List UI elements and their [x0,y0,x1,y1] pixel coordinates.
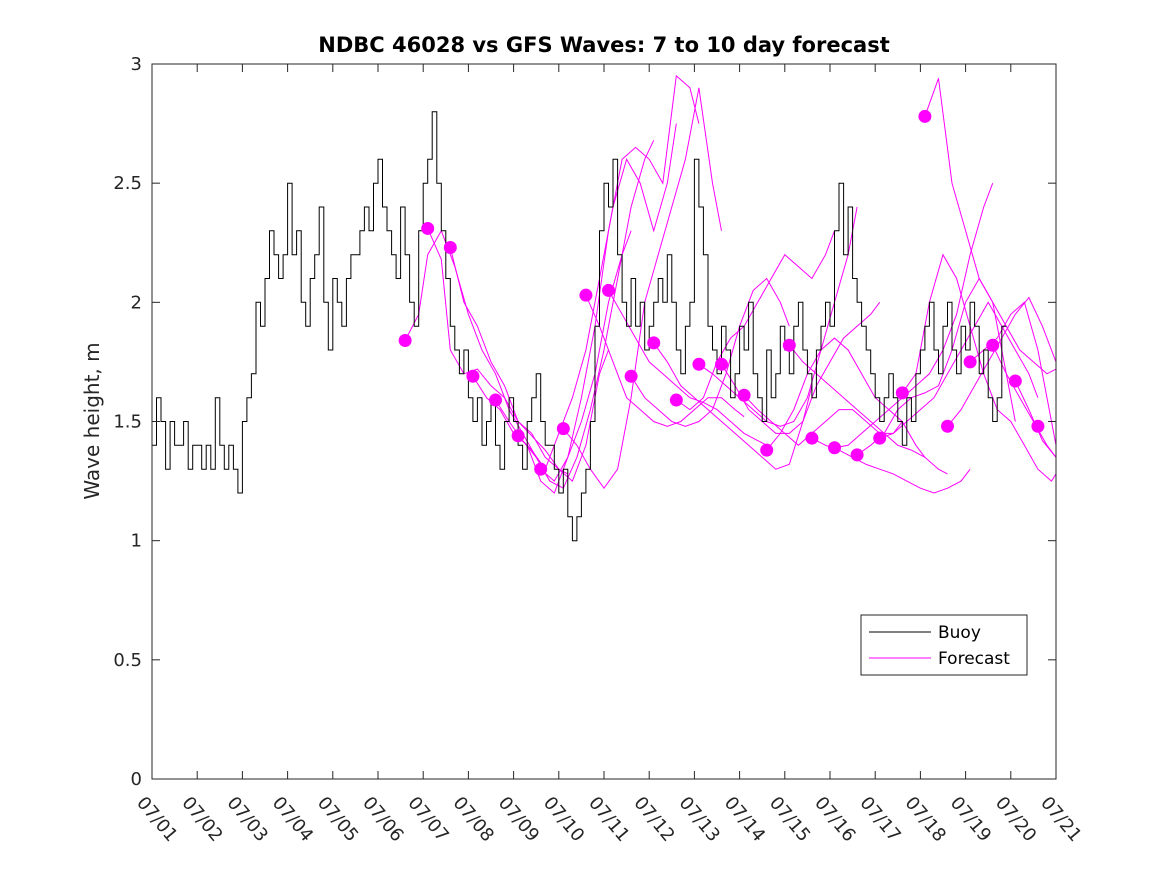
forecast-line [472,230,632,494]
forecast-marker [647,336,661,350]
forecast-line [630,277,790,427]
forecast-line [608,290,767,446]
forecast-marker [873,431,887,445]
forecast-marker [760,443,774,457]
forecast-marker [850,448,864,462]
y-tick-label: 1.5 [113,412,142,433]
y-tick-label: 3 [131,54,142,75]
forecast-marker [895,386,909,400]
forecast-line [924,78,1057,375]
forecast-marker [511,429,525,443]
forecast-marker [534,462,548,476]
forecast-marker [828,441,842,455]
forecast-line [653,342,813,470]
buoy-line [152,111,1007,542]
forecast-marker [941,419,955,433]
legend: Buoy Forecast [860,614,1028,676]
legend-forecast-label: Forecast [938,649,1010,669]
forecast-marker [602,283,616,297]
forecast-marker [737,388,751,402]
legend-buoy-label: Buoy [938,623,981,643]
forecast-marker [624,369,638,383]
forecast-marker [782,338,796,352]
forecast-marker [489,393,503,407]
forecast-line [427,228,569,475]
y-tick-label: 2.5 [113,173,142,194]
y-tick-label: 1 [131,531,142,552]
forecast-marker [918,109,932,123]
forecast-line [585,294,745,427]
y-axis-label: Wave height, m [80,342,104,499]
y-tick-label: 0 [131,769,142,790]
forecast-line [721,301,881,434]
forecast-marker [805,431,819,445]
forecast-marker [1031,419,1045,433]
axes-box [151,63,1057,780]
forecast-marker [1008,374,1022,388]
forecast-line [540,74,700,482]
forecast-line [404,229,551,482]
forecast-marker [443,241,457,255]
forecast-marker [963,355,977,369]
forecast-marker [556,422,570,436]
forecast-marker [692,357,706,371]
forecast-marker [398,333,412,347]
y-tick-label: 2 [131,292,142,313]
forecast-marker [669,393,683,407]
legend-box [860,614,1028,676]
forecast-marker-layer [398,109,1045,476]
y-tick-label: 0.5 [113,650,142,671]
forecast-marker [466,369,480,383]
forecast-line [449,247,609,482]
forecast-line [676,230,835,411]
chart-title: NDBC 46028 vs GFS Waves: 7 to 10 day for… [318,33,889,57]
forecast-marker [715,357,729,371]
forecast-marker [421,221,435,235]
forecast-line [969,301,1057,446]
forecast-marker [579,288,593,302]
forecast-marker [986,338,1000,352]
